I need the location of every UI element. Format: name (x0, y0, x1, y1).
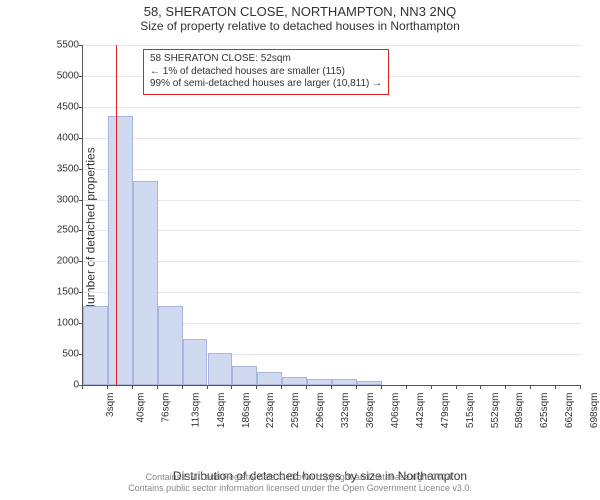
x-axis-ticks: 3sqm40sqm76sqm113sqm149sqm186sqm223sqm25… (82, 385, 580, 425)
x-tick-mark (256, 385, 257, 389)
grid-line (83, 261, 581, 262)
grid-line (83, 107, 581, 108)
histogram-bar (232, 366, 257, 385)
x-tick-label: 223sqm (265, 393, 276, 429)
x-tick-mark (281, 385, 282, 389)
x-tick-label: 589sqm (514, 393, 525, 429)
x-tick-label: 149sqm (216, 393, 227, 429)
chart-container: Number of detached properties 0500100015… (50, 35, 590, 425)
x-tick-mark (530, 385, 531, 389)
histogram-bar (83, 306, 108, 385)
x-tick-mark (207, 385, 208, 389)
x-tick-label: 332sqm (340, 393, 351, 429)
x-tick-label: 515sqm (465, 393, 476, 429)
y-tick-label: 1000 (57, 318, 83, 329)
x-tick-mark (406, 385, 407, 389)
x-tick-label: 479sqm (440, 393, 451, 429)
histogram-bar (133, 181, 158, 385)
page-title: 58, SHERATON CLOSE, NORTHAMPTON, NN3 2NQ (0, 0, 600, 19)
x-tick-mark (456, 385, 457, 389)
x-tick-mark (431, 385, 432, 389)
x-tick-mark (555, 385, 556, 389)
x-tick-mark (306, 385, 307, 389)
x-tick-mark (580, 385, 581, 389)
attribution-line-2: Contains public sector information licen… (0, 483, 600, 494)
x-tick-label: 76sqm (160, 393, 171, 423)
attribution-line-1: Contains HM Land Registry data © Crown c… (0, 472, 600, 483)
x-tick-mark (82, 385, 83, 389)
grid-line (83, 230, 581, 231)
x-tick-label: 186sqm (241, 393, 252, 429)
x-tick-label: 40sqm (135, 393, 146, 423)
grid-line (83, 292, 581, 293)
x-tick-label: 625sqm (539, 393, 550, 429)
grid-line (83, 138, 581, 139)
y-tick-label: 4500 (57, 101, 83, 112)
y-tick-label: 4000 (57, 132, 83, 143)
x-tick-label: 3sqm (105, 393, 116, 417)
y-tick-label: 2500 (57, 225, 83, 236)
x-tick-label: 406sqm (390, 393, 401, 429)
histogram-bar (208, 353, 233, 385)
histogram-bar (108, 116, 133, 385)
x-tick-label: 662sqm (564, 393, 575, 429)
page-root: 58, SHERATON CLOSE, NORTHAMPTON, NN3 2NQ… (0, 0, 600, 500)
x-tick-mark (231, 385, 232, 389)
y-tick-label: 3500 (57, 163, 83, 174)
x-tick-label: 113sqm (190, 393, 201, 428)
attribution: Contains HM Land Registry data © Crown c… (0, 472, 600, 494)
annotation-line-2: ← 1% of detached houses are smaller (115… (150, 66, 382, 79)
x-tick-label: 698sqm (589, 393, 600, 429)
x-tick-label: 442sqm (415, 393, 426, 429)
x-tick-label: 296sqm (315, 393, 326, 429)
x-tick-mark (157, 385, 158, 389)
x-tick-mark (331, 385, 332, 389)
plot-area: 0500100015002000250030003500400045005000… (82, 45, 581, 386)
page-subtitle: Size of property relative to detached ho… (0, 19, 600, 35)
grid-line (83, 169, 581, 170)
annotation-box: 58 SHERATON CLOSE: 52sqm ← 1% of detache… (143, 49, 389, 95)
x-tick-mark (182, 385, 183, 389)
x-tick-mark (505, 385, 506, 389)
x-tick-mark (107, 385, 108, 389)
x-tick-mark (480, 385, 481, 389)
x-tick-mark (356, 385, 357, 389)
histogram-bar (183, 339, 208, 385)
x-tick-label: 369sqm (365, 393, 376, 429)
y-tick-label: 1500 (57, 287, 83, 298)
x-tick-label: 552sqm (490, 393, 501, 429)
y-tick-label: 3000 (57, 194, 83, 205)
y-tick-label: 2000 (57, 256, 83, 267)
y-tick-label: 5500 (57, 40, 83, 51)
grid-line (83, 45, 581, 46)
histogram-bar (282, 377, 307, 385)
x-tick-mark (132, 385, 133, 389)
y-tick-label: 500 (62, 349, 83, 360)
y-tick-label: 5000 (57, 70, 83, 81)
annotation-line-1: 58 SHERATON CLOSE: 52sqm (150, 53, 382, 66)
grid-line (83, 200, 581, 201)
x-tick-label: 259sqm (290, 393, 301, 429)
annotation-line-3: 99% of semi-detached houses are larger (… (150, 78, 382, 91)
histogram-bar (257, 372, 282, 385)
marker-line (116, 45, 117, 385)
histogram-bar (158, 306, 183, 385)
x-tick-mark (381, 385, 382, 389)
